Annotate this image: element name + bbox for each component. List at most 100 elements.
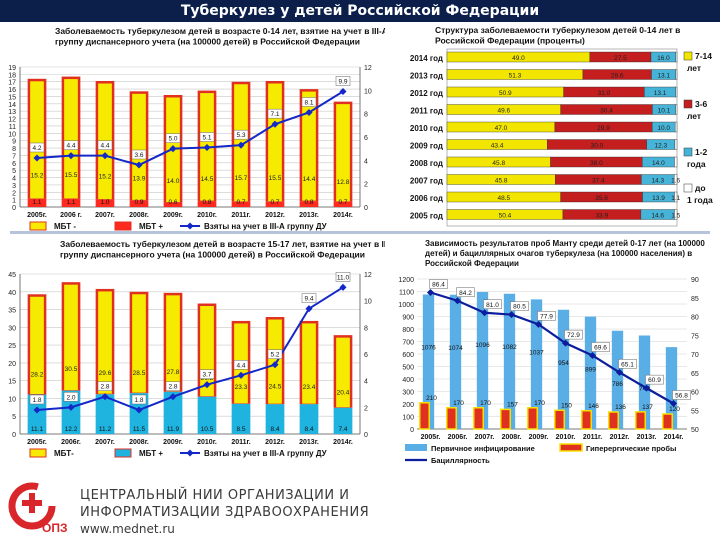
- footer: ОПЗ ЦЕНТРАЛЬНЫЙ НИИ ОРГАНИЗАЦИИ И ИНФОРМ…: [0, 474, 720, 540]
- y2-tick-label: 10: [364, 88, 372, 95]
- bar-segment-МБТ+: [265, 404, 285, 434]
- bar-segment: [675, 69, 678, 80]
- point-label: 3.7: [202, 372, 211, 379]
- bar-segment-МБТ-: [132, 294, 146, 393]
- y2-tick-label: 4: [364, 158, 368, 165]
- bar-label: 170: [453, 400, 464, 407]
- bar-label: 15.5: [65, 172, 78, 179]
- bar-label: 13.9: [133, 176, 146, 183]
- bar-segment: [674, 174, 678, 185]
- legend-swatch: [683, 51, 693, 61]
- y-tick-label: 35: [8, 308, 16, 315]
- line-point: [305, 305, 313, 313]
- point-label: 84.2: [459, 290, 472, 297]
- point-label: 72.9: [567, 332, 580, 339]
- y-tick-label: 900: [402, 315, 414, 322]
- point-label-box: [335, 76, 351, 86]
- bar-label: 10.5: [201, 426, 214, 433]
- point-label: 3.6: [134, 152, 143, 159]
- bar-label: 27.5: [614, 55, 627, 62]
- bar-hyperergic: [527, 407, 538, 430]
- point-label-box: [29, 394, 45, 405]
- point-label: 8.1: [304, 100, 313, 107]
- bar-primary-infection: [557, 309, 570, 429]
- bar-primary-infection: [611, 330, 624, 429]
- line-point: [169, 393, 177, 401]
- bar-label: 13.1: [657, 73, 670, 80]
- line-point: [507, 311, 516, 319]
- x-tick-label: 2010г.: [197, 439, 217, 446]
- y-tick-label: 800: [402, 327, 414, 334]
- bar-label: 14.5: [201, 176, 214, 183]
- bar-label: 170: [534, 400, 545, 407]
- point-label: 77.9: [540, 313, 553, 320]
- point-label-box: [63, 392, 79, 402]
- point-label: 1.8: [134, 397, 143, 404]
- point-label: 2.0: [66, 394, 75, 401]
- bar-label: 137: [642, 404, 653, 411]
- point-label: 86.4: [432, 282, 445, 289]
- bar-label: 1.5: [671, 213, 680, 220]
- bar-label: 1096: [475, 342, 490, 349]
- point-label: 4.4: [66, 143, 75, 150]
- point-label: 5.2: [270, 352, 279, 359]
- legend-label: 7-14: [695, 51, 712, 61]
- x-tick-label: 2011г.: [231, 212, 250, 219]
- point-label-box: [97, 140, 113, 150]
- x-tick-label: 2005г.: [27, 212, 47, 219]
- chart-title: Заболеваемость туберкулезом детей в возр…: [60, 239, 385, 249]
- bar-hyperergic: [581, 410, 592, 430]
- bar-segment: [675, 104, 678, 115]
- y2-tick-label: 12: [364, 272, 372, 279]
- point-label-box: [591, 342, 610, 352]
- legend-swatch: [559, 443, 583, 452]
- bar-label: 1074: [448, 345, 463, 352]
- point-label: 65.1: [621, 361, 634, 368]
- point-label-box: [429, 279, 448, 289]
- point-label-box: [165, 133, 181, 143]
- line-point: [203, 381, 211, 389]
- bar-primary-infection: [476, 292, 489, 429]
- y-category-label: 2010 год: [410, 124, 443, 133]
- bar-segment-МБТ-: [132, 93, 146, 200]
- y2-tick-label: 6: [364, 135, 368, 142]
- bar-label: 14.6: [651, 213, 664, 220]
- y-tick-label: 1100: [399, 290, 414, 297]
- point-label-box: [335, 272, 351, 282]
- y-tick-label: 5: [12, 414, 16, 421]
- bar-segment-МБТ+: [197, 396, 217, 434]
- bar-segment-МБТ-: [30, 81, 44, 199]
- chart-mantoux: Зависимость результатов проб Манту среди…: [398, 239, 705, 465]
- legend-label: МБТ -: [54, 222, 76, 231]
- bar-segment-МБТ-: [302, 91, 316, 201]
- bar-segment-МБТ+: [333, 201, 353, 207]
- bar-label: 29.6: [99, 370, 112, 377]
- bar-label: 15.2: [31, 172, 44, 179]
- y-tick-label: 4: [12, 176, 16, 183]
- y-tick-label: 40: [8, 290, 16, 297]
- point-label-box: [618, 359, 637, 369]
- y-tick-label: 9: [12, 139, 16, 146]
- bar-label: 16.0: [657, 55, 670, 62]
- point-label: 81.0: [486, 302, 499, 309]
- chart-title: группу диспансерного учета (на 100000 де…: [55, 37, 360, 47]
- chart-title: Российской Федерации: [425, 259, 519, 268]
- y-category-label: 2013 год: [410, 72, 443, 81]
- y-tick-label: 45: [8, 272, 16, 279]
- series-line: [36, 90, 344, 167]
- bar-segment-МБТ-: [302, 323, 316, 404]
- x-tick-label: 2006 г.: [60, 212, 82, 219]
- legend-swatch: [683, 99, 693, 109]
- bar-label: 14.4: [303, 176, 316, 183]
- line-point: [271, 120, 279, 128]
- legend-label: Бациллярность: [431, 456, 490, 465]
- line-point: [305, 108, 313, 117]
- bar-label: 30.5: [65, 366, 78, 373]
- y-tick-label: 17: [8, 80, 16, 87]
- bar-label: 1076: [421, 345, 436, 352]
- point-label: 11.0: [337, 274, 350, 281]
- y2-tick-label: 80: [691, 315, 699, 322]
- y-tick-label: 20: [8, 361, 16, 368]
- bar-segment-МБТ+: [299, 201, 319, 207]
- y-tick-label: 10: [8, 396, 16, 403]
